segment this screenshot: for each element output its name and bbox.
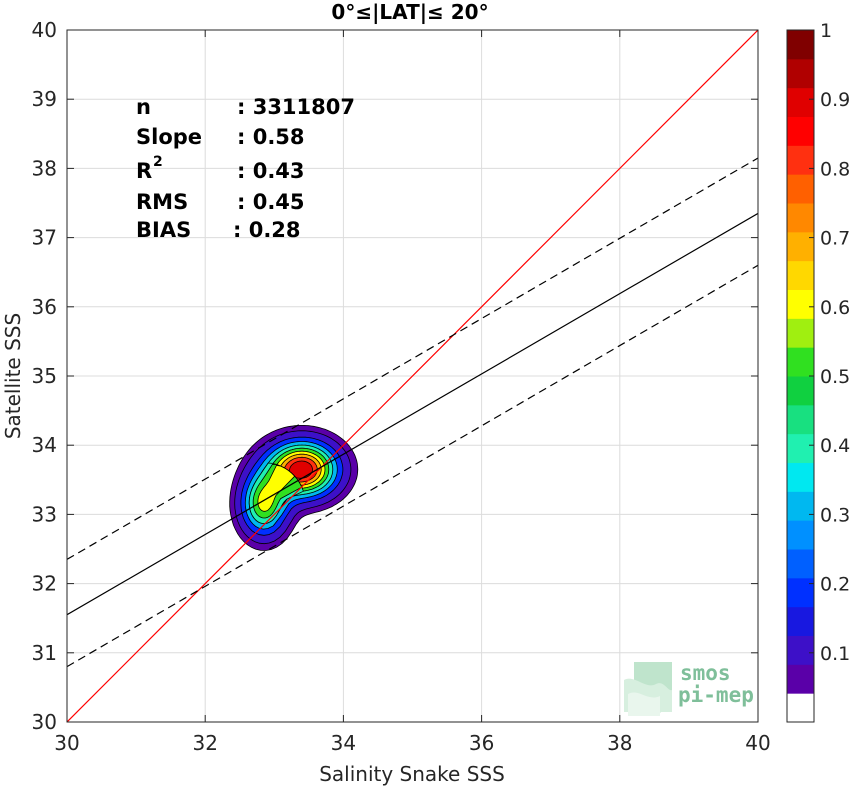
colorbar-segment — [787, 203, 814, 233]
stat-n-value: : 3311807 — [237, 95, 355, 119]
x-tick-label: 36 — [469, 731, 494, 755]
colorbar-segment — [787, 433, 814, 463]
colorbar-segment — [787, 318, 814, 348]
colorbar-segment — [787, 491, 814, 521]
colorbar-segment — [787, 289, 814, 319]
y-tick-label: 32 — [32, 572, 57, 596]
colorbar-segment — [787, 30, 814, 60]
stat-n-label: n — [136, 95, 151, 119]
colorbar-ticks: 0.1 0.2 0.3 0.4 0.5 0.6 0.7 0.8 0.9 1 — [809, 20, 850, 665]
colorbar-segment — [787, 635, 814, 665]
colorbar-segment — [787, 520, 814, 550]
density-contours — [229, 424, 359, 551]
colorbar-tick-label: 1 — [820, 20, 832, 42]
chart-title: 0°≤|LAT|≤ 20° — [331, 0, 488, 24]
colorbar-segment — [787, 376, 814, 406]
colorbar-segment — [787, 174, 814, 204]
y-tick-label: 37 — [32, 226, 57, 250]
stat-slope-value: : 0.58 — [237, 125, 305, 149]
colorbar-segment — [787, 347, 814, 377]
colorbar-segment — [787, 606, 814, 636]
fit-line — [67, 212, 758, 616]
colorbar-segment — [787, 577, 814, 608]
stat-rms-label: RMS — [136, 190, 188, 214]
x-tick-label: 34 — [331, 731, 356, 755]
logo-line2: pi-mep — [678, 683, 754, 707]
stat-r2-label: R — [136, 159, 152, 183]
colorbar-segment — [787, 116, 814, 146]
colorbar-segment — [787, 693, 814, 723]
colorbar-segment — [787, 145, 814, 175]
stat-slope-label: Slope — [136, 125, 202, 149]
colorbar-tick-label: 0.6 — [820, 297, 850, 319]
x-tick-label: 30 — [54, 731, 79, 755]
x-axis-ticks: 30 32 34 36 38 40 — [54, 30, 771, 755]
y-tick-label: 39 — [32, 87, 57, 111]
colorbar-segment — [787, 549, 814, 579]
reference-lines — [67, 30, 758, 722]
identity-line — [67, 30, 758, 722]
y-tick-label: 38 — [32, 156, 57, 180]
stat-bias-value: : 0.28 — [233, 218, 301, 242]
colorbar-tick-label: 0.9 — [820, 89, 850, 111]
y-tick-label: 31 — [32, 641, 57, 665]
y-tick-label: 30 — [32, 710, 57, 734]
colorbar-segment — [787, 462, 814, 492]
stat-bias-label: BIAS — [136, 218, 191, 242]
colorbar-segment — [787, 260, 814, 290]
colorbar-tick-label: 0.4 — [820, 435, 850, 457]
smos-pimep-logo: smos pi-mep — [624, 661, 754, 716]
colorbar — [787, 30, 814, 723]
fit-lower-dashed-line — [67, 264, 758, 668]
stat-rms-value: : 0.45 — [237, 190, 305, 214]
x-tick-label: 40 — [745, 731, 770, 755]
colorbar-segment — [787, 404, 814, 435]
grid — [66, 29, 759, 723]
logo-line1: smos — [680, 661, 731, 685]
colorbar-segment — [787, 231, 814, 262]
colorbar-segment — [787, 58, 814, 89]
y-tick-label: 36 — [32, 295, 57, 319]
logo-wave-icon — [624, 662, 672, 716]
stat-r2-sup: 2 — [153, 154, 163, 170]
y-tick-label: 35 — [32, 364, 57, 388]
stat-r2-value: : 0.43 — [237, 159, 305, 183]
colorbar-tick-label: 0.1 — [820, 643, 850, 665]
y-axis-label: Satellite SSS — [1, 313, 25, 439]
colorbar-tick-label: 0.5 — [820, 366, 850, 388]
stats-box: n : 3311807 Slope : 0.58 R 2 : 0.43 RMS … — [136, 95, 355, 242]
x-tick-label: 38 — [607, 731, 632, 755]
x-axis-label: Salinity Snake SSS — [319, 762, 505, 786]
y-tick-label: 33 — [32, 502, 57, 526]
colorbar-segment — [787, 664, 814, 694]
colorbar-tick-label: 0.2 — [820, 574, 850, 596]
fit-upper-dashed-line — [67, 157, 758, 560]
y-tick-label: 40 — [32, 18, 57, 42]
contour-level — [288, 460, 313, 479]
colorbar-tick-label: 0.8 — [820, 158, 850, 180]
colorbar-segment — [787, 87, 814, 117]
colorbar-tick-label: 0.7 — [820, 228, 850, 250]
colorbar-tick-label: 0.3 — [820, 504, 850, 526]
y-axis-ticks: 30 31 32 33 34 35 36 37 38 39 40 — [32, 18, 758, 734]
x-tick-label: 32 — [192, 731, 217, 755]
y-tick-label: 34 — [32, 433, 57, 457]
